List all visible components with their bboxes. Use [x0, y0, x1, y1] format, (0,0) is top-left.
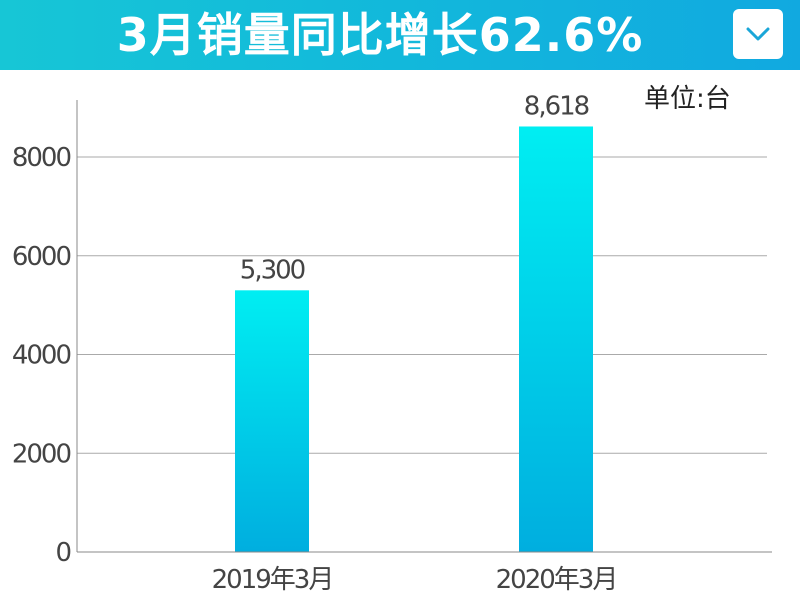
dropdown-button[interactable] [733, 9, 783, 59]
y-tick-label: 6000 [12, 242, 71, 272]
x-tick-label: 2020年3月 [496, 565, 617, 595]
y-tick-label: 2000 [12, 439, 71, 469]
bar-chart: 0 2000 4000 6000 8000 5,300 2019年3月 8,618 2020年… [12, 84, 772, 595]
y-tick-label: 0 [55, 538, 70, 568]
bar-value-label: 8,618 [524, 91, 589, 121]
header-banner: 3月销量同比增长62.6% [0, 0, 800, 70]
bar-2 [519, 126, 593, 552]
bar-value-label: 5,300 [240, 255, 305, 285]
x-tick-label: 2019年3月 [212, 565, 333, 595]
page-title: 3月销量同比增长62.6% [116, 8, 644, 62]
bar-1 [235, 290, 309, 552]
chevron-down-icon [746, 27, 770, 41]
y-tick-label: 8000 [12, 143, 71, 173]
y-tick-label: 4000 [12, 341, 71, 371]
unit-label: 单位:台 [644, 84, 731, 114]
